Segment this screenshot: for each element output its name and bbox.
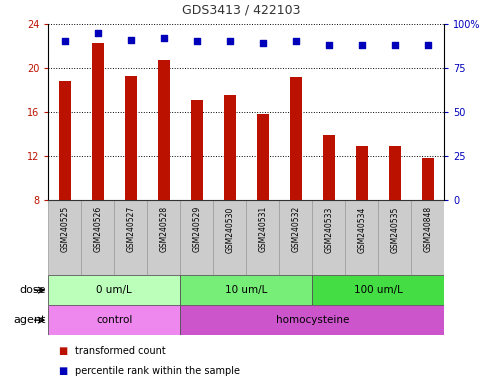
Text: control: control	[96, 315, 132, 325]
Point	[61, 38, 69, 45]
Bar	[246, 200, 279, 275]
Bar	[313, 200, 345, 275]
Bar	[180, 305, 444, 335]
Bar	[147, 200, 180, 275]
Text: GSM240529: GSM240529	[192, 206, 201, 252]
Text: ■: ■	[58, 366, 67, 376]
Bar	[48, 200, 81, 275]
Point	[127, 36, 135, 43]
Bar	[345, 200, 378, 275]
Bar	[180, 275, 313, 305]
Point	[259, 40, 267, 46]
Point	[424, 42, 432, 48]
Text: GSM240535: GSM240535	[390, 206, 399, 253]
Bar	[323, 135, 335, 200]
Bar	[125, 76, 137, 200]
Bar	[313, 275, 444, 305]
Point	[160, 35, 168, 41]
Point	[292, 38, 300, 45]
Text: GSM240526: GSM240526	[93, 206, 102, 252]
Text: ■: ■	[58, 346, 67, 356]
Text: GSM240534: GSM240534	[357, 206, 366, 253]
Bar	[48, 305, 180, 335]
Bar	[290, 77, 301, 200]
Bar	[378, 200, 412, 275]
Bar	[48, 275, 180, 305]
Bar	[158, 60, 170, 200]
Text: GSM240848: GSM240848	[424, 206, 432, 252]
Bar	[257, 114, 269, 200]
Text: GSM240532: GSM240532	[291, 206, 300, 252]
Text: GSM240533: GSM240533	[325, 206, 333, 253]
Text: 10 um/L: 10 um/L	[225, 285, 268, 295]
Bar	[224, 96, 236, 200]
Bar	[191, 100, 202, 200]
Bar	[422, 158, 434, 200]
Bar	[180, 200, 213, 275]
Text: GSM240525: GSM240525	[60, 206, 69, 252]
Text: GSM240531: GSM240531	[258, 206, 267, 252]
Text: agent: agent	[14, 315, 46, 325]
Text: GSM240527: GSM240527	[127, 206, 135, 252]
Text: transformed count: transformed count	[75, 346, 166, 356]
Bar	[356, 146, 368, 200]
Text: 0 um/L: 0 um/L	[97, 285, 132, 295]
Point	[391, 42, 399, 48]
Point	[193, 38, 201, 45]
Bar	[389, 146, 400, 200]
Point	[226, 38, 234, 45]
Point	[325, 42, 333, 48]
Text: GSM240528: GSM240528	[159, 206, 168, 252]
Text: GSM240530: GSM240530	[226, 206, 234, 253]
Bar	[279, 200, 313, 275]
Text: percentile rank within the sample: percentile rank within the sample	[75, 366, 240, 376]
Text: homocysteine: homocysteine	[276, 315, 349, 325]
Bar	[114, 200, 147, 275]
Text: GDS3413 / 422103: GDS3413 / 422103	[182, 3, 301, 16]
Bar	[412, 200, 444, 275]
Text: 100 um/L: 100 um/L	[354, 285, 403, 295]
Bar	[81, 200, 114, 275]
Bar	[92, 43, 103, 200]
Point	[358, 42, 366, 48]
Point	[94, 30, 102, 36]
Bar	[213, 200, 246, 275]
Text: dose: dose	[19, 285, 46, 295]
Bar	[59, 81, 71, 200]
